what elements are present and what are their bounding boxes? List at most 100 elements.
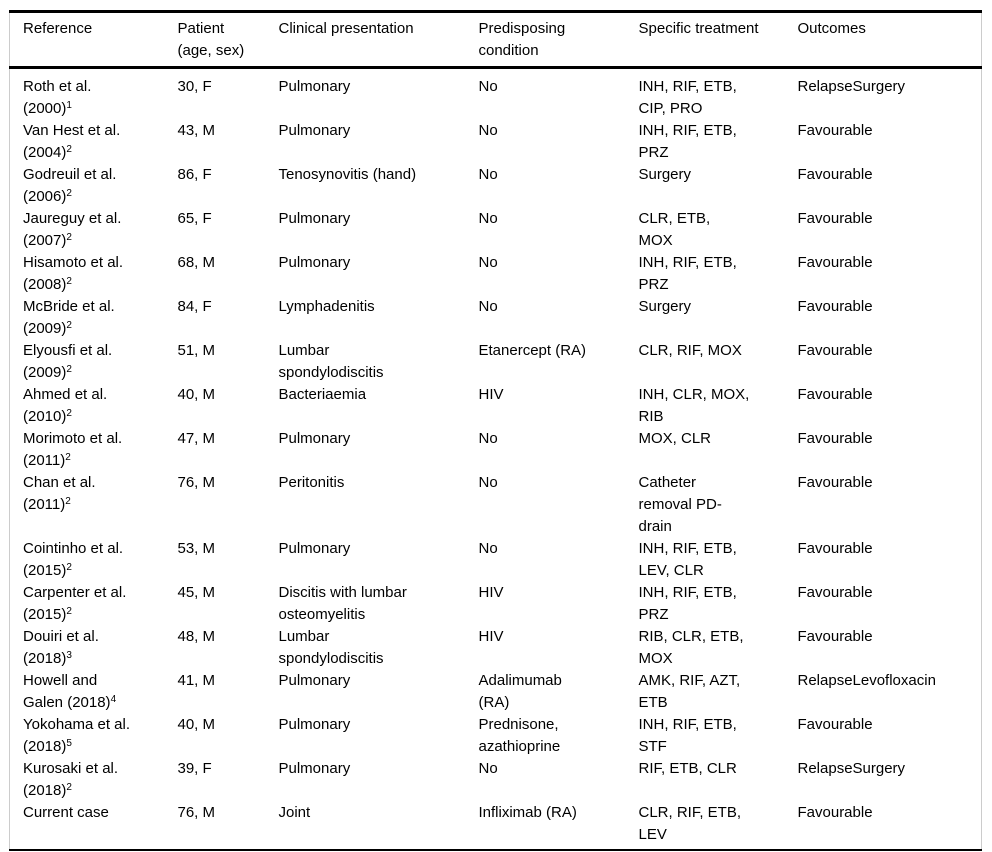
cell-reference: Douiri et al. (2018)3 (10, 626, 165, 670)
cell-predisposing-condition: No (478, 254, 498, 271)
cell-specific-treatment: CLR, ETB, MOX (638, 210, 711, 249)
cell-specific-treatment: INH, RIF, ETB, CIP, PRO (638, 78, 737, 117)
reference-text: Cointinho et al. (2015) (23, 540, 124, 579)
reference-citation-superscript: 2 (65, 496, 71, 507)
reference-citation-superscript: 2 (66, 232, 72, 243)
cell-reference: Ahmed et al. (2010)2 (10, 384, 165, 428)
table-row: Douiri et al. (2018)3 48, M Lumbar spond… (10, 626, 982, 670)
cell-clinical-presentation: Discitis with lumbar osteomyelitis (278, 584, 407, 623)
cell-outcome: Favourable (797, 628, 873, 645)
cell-reference: Morimoto et al. (2011)2 (10, 428, 165, 472)
cell-reference: Kurosaki et al. (2018)2 (10, 758, 165, 802)
table-row: Roth et al. (2000)1 30, F Pulmonary No I… (10, 68, 982, 121)
cell-patient-age-sex: 68, M (177, 254, 216, 271)
reference-text: Ahmed et al. (2010) (23, 386, 108, 425)
cell-outcome: RelapseSurgery (797, 760, 906, 777)
reference-text: Elyousfi et al. (2009) (23, 342, 113, 381)
cell-predisposing-condition: No (478, 122, 498, 139)
cell-specific-treatment: RIB, CLR, ETB, MOX (638, 628, 744, 667)
cell-specific-treatment: RIF, ETB, CLR (638, 760, 737, 777)
table-row: Carpenter et al. (2015)2 45, M Discitis … (10, 582, 982, 626)
table-row: Godreuil et al. (2006)2 86, F Tenosynovi… (10, 164, 982, 208)
cell-patient-age-sex: 40, M (177, 386, 216, 403)
cell-predisposing-condition: Prednisone, azathioprine (478, 716, 561, 755)
reference-citation-superscript: 2 (66, 782, 72, 793)
cell-patient-age-sex: 39, F (177, 760, 212, 777)
cell-reference: Van Hest et al. (2004)2 (10, 120, 165, 164)
column-header-reference: Reference (9, 11, 165, 69)
cell-clinical-presentation: Peritonitis (278, 474, 345, 491)
cell-patient-age-sex: 41, M (177, 672, 216, 689)
cell-reference: Cointinho et al. (2015)2 (10, 538, 165, 582)
cell-reference: Chan et al. (2011)2 (10, 472, 165, 538)
cell-specific-treatment: AMK, RIF, AZT, ETB (638, 672, 741, 711)
reference-text: Chan et al. (2011) (23, 474, 96, 513)
cell-patient-age-sex: 40, M (177, 716, 216, 733)
reference-citation-superscript: 2 (66, 144, 72, 155)
cell-specific-treatment: INH, RIF, ETB, PRZ (638, 254, 737, 293)
cell-clinical-presentation: Pulmonary (278, 760, 351, 777)
cell-outcome: Favourable (797, 716, 873, 733)
cell-predisposing-condition: No (478, 760, 498, 777)
column-header-patient: Patient (age, sex) (164, 11, 266, 69)
cell-predisposing-condition: Etanercept (RA) (478, 342, 587, 359)
cell-predisposing-condition: No (478, 298, 498, 315)
cell-clinical-presentation: Bacteriaemia (278, 386, 367, 403)
cell-reference: Carpenter et al. (2015)2 (10, 582, 165, 626)
case-reports-table-container: Reference Patient (age, sex) Clinical pr… (9, 10, 982, 851)
cell-specific-treatment: CLR, RIF, ETB, LEV (638, 804, 742, 843)
table-row: Cointinho et al. (2015)2 53, M Pulmonary… (10, 538, 982, 582)
cell-outcome: RelapseLevofloxacin (797, 672, 936, 689)
table-row: Howell and Galen (2018)4 41, M Pulmonary… (10, 670, 982, 714)
cell-outcome: Favourable (797, 474, 873, 491)
column-header-clinical-presentation: Clinical presentation (265, 11, 466, 69)
cell-predisposing-condition: No (478, 474, 498, 491)
reference-citation-superscript: 2 (65, 452, 71, 463)
cell-clinical-presentation: Lymphadenitis (278, 298, 375, 315)
reference-text: Yokohama et al. (2018) (23, 716, 131, 755)
cell-specific-treatment: INH, RIF, ETB, STF (638, 716, 737, 755)
cell-specific-treatment: CLR, RIF, MOX (638, 342, 742, 359)
reference-citation-superscript: 1 (66, 100, 72, 111)
cell-reference: Roth et al. (2000)1 (10, 68, 165, 121)
table-row: Morimoto et al. (2011)2 47, M Pulmonary … (10, 428, 982, 472)
reference-text: Morimoto et al. (2011) (23, 430, 123, 469)
cell-reference: Godreuil et al. (2006)2 (10, 164, 165, 208)
reference-text: Carpenter et al. (2015) (23, 584, 127, 623)
cell-clinical-presentation: Lumbar spondylodiscitis (278, 628, 384, 667)
cell-specific-treatment: MOX, CLR (638, 430, 712, 447)
reference-text: Godreuil et al. (2006) (23, 166, 117, 205)
reference-text: Douiri et al. (2018) (23, 628, 99, 667)
cell-specific-treatment: INH, CLR, MOX, RIB (638, 386, 750, 425)
cell-outcome: Favourable (797, 386, 873, 403)
cell-clinical-presentation: Pulmonary (278, 672, 351, 689)
reference-text: Hisamoto et al. (2008) (23, 254, 124, 293)
reference-text: Van Hest et al. (2004) (23, 122, 121, 161)
cell-specific-treatment: Catheter removal PD- drain (638, 474, 722, 535)
cell-outcome: Favourable (797, 122, 873, 139)
cell-reference: Yokohama et al. (2018)5 (10, 714, 165, 758)
cell-patient-age-sex: 65, F (177, 210, 212, 227)
cell-outcome: RelapseSurgery (797, 78, 906, 95)
cell-patient-age-sex: 76, M (177, 474, 216, 491)
cell-patient-age-sex: 86, F (177, 166, 212, 183)
table-row: Van Hest et al. (2004)2 43, M Pulmonary … (10, 120, 982, 164)
column-header-outcomes: Outcomes (784, 11, 982, 69)
reference-text: Kurosaki et al. (2018) (23, 760, 119, 799)
cell-predisposing-condition: No (478, 540, 498, 557)
cell-reference: Current case (10, 802, 165, 850)
cell-predisposing-condition: Infliximab (RA) (478, 804, 577, 821)
cell-clinical-presentation: Pulmonary (278, 210, 351, 227)
reference-citation-superscript: 4 (110, 694, 117, 705)
column-header-predisposing-condition: Predisposing condition (465, 11, 626, 69)
cell-reference: Elyousfi et al. (2009)2 (10, 340, 165, 384)
cell-reference: McBride et al. (2009)2 (10, 296, 165, 340)
cell-clinical-presentation: Lumbar spondylodiscitis (278, 342, 384, 381)
cell-outcome: Favourable (797, 430, 873, 447)
cell-predisposing-condition: No (478, 78, 498, 95)
cell-clinical-presentation: Pulmonary (278, 430, 351, 447)
cell-specific-treatment: Surgery (638, 298, 692, 315)
cell-predisposing-condition: No (478, 210, 498, 227)
reference-citation-superscript: 2 (66, 364, 72, 375)
cell-patient-age-sex: 43, M (177, 122, 216, 139)
